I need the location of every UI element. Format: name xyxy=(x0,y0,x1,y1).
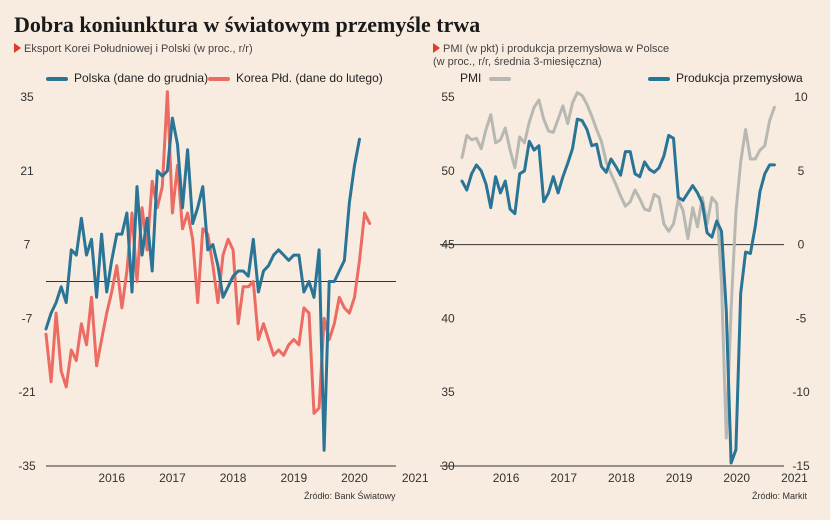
chart2-ytick-left-label: 40 xyxy=(441,311,455,325)
legend-swatch-polska xyxy=(46,76,68,81)
red-triangle-icon xyxy=(14,43,21,53)
chart1-subtitle-text: Eksport Korei Południowej i Polski (w pr… xyxy=(24,43,253,55)
legend-label-produkcja: Produkcja przemysłowa xyxy=(676,71,803,85)
legend-label-pmi: PMI xyxy=(460,71,482,85)
legend-swatch-korea xyxy=(208,76,230,81)
chart2-series-line-produkcja xyxy=(460,117,776,465)
chart2-xtick-label: 2018 xyxy=(608,471,635,485)
chart2-subtitle: PMI (w pkt) i produkcja przemysłowa w Po… xyxy=(433,43,669,69)
chart2-ytick-right-label: 0 xyxy=(798,238,805,252)
legend-item-korea: Korea Płd. (dane do lutego) xyxy=(208,71,383,85)
chart2-subtitle-text-2: (w proc., r/r, średnia 3-miesięczna) xyxy=(433,56,602,68)
chart1-subtitle: Eksport Korei Południowej i Polski (w pr… xyxy=(14,43,253,56)
chart1-xtick-label: 2017 xyxy=(159,471,186,485)
chart1-series-line-polska xyxy=(44,116,361,452)
chart1-ytick-label: 7 xyxy=(24,238,31,252)
legend-label-korea: Korea Płd. (dane do lutego) xyxy=(236,71,383,85)
chart1-ytick-label: -7 xyxy=(22,311,33,325)
chart2-ytick-left-label: 55 xyxy=(441,90,455,104)
chart2-xtick-label: 2019 xyxy=(666,471,693,485)
legend-item-polska: Polska (dane do grudnia) xyxy=(46,71,208,85)
legend-swatch-produkcja xyxy=(648,76,670,81)
chart1-xtick-label: 2016 xyxy=(98,471,125,485)
chart1-ytick-label: 35 xyxy=(20,90,34,104)
chart2-series-line-pmi xyxy=(460,91,776,440)
legend-swatch-pmi xyxy=(489,76,512,81)
chart1-ytick-label: -21 xyxy=(18,385,36,399)
chart1-ytick-label: 21 xyxy=(20,164,34,178)
chart2-ytick-right-label: -10 xyxy=(792,385,810,399)
chart1-xtick-label: 2019 xyxy=(280,471,307,485)
chart2-ytick-left-label: 35 xyxy=(441,385,455,399)
chart2-xtick-label: 2020 xyxy=(723,471,750,485)
chart1-xtick-label: 2018 xyxy=(220,471,247,485)
chart2-ytick-right-label: -5 xyxy=(796,311,807,325)
chart2-ytick-right-label: 5 xyxy=(798,164,805,178)
red-triangle-icon xyxy=(433,43,440,53)
chart2-subtitle-text-1: PMI (w pkt) i produkcja przemysłowa w Po… xyxy=(443,43,670,55)
chart2-ytick-right-label: 10 xyxy=(794,90,808,104)
chart2-subtitle-line-1: PMI (w pkt) i produkcja przemysłowa w Po… xyxy=(433,43,669,56)
chart1-ytick-label: -35 xyxy=(18,459,36,473)
chart2-xtick-label: 2021 xyxy=(781,471,808,485)
chart2-subtitle-line-2: (w proc., r/r, średnia 3-miesięczna) xyxy=(433,56,669,69)
chart2-ytick-right-label: -15 xyxy=(792,459,810,473)
legend-label-polska: Polska (dane do grudnia) xyxy=(74,71,209,85)
chart2-xtick-label: 2016 xyxy=(493,471,520,485)
page-title: Dobra koniunktura w światowym przemyśle … xyxy=(14,12,481,37)
chart2-source: Źródło: Markit xyxy=(752,491,808,501)
chart1-xtick-label: 2021 xyxy=(402,471,429,485)
legend-item-produkcja: Produkcja przemysłowa xyxy=(648,71,803,85)
chart2-ytick-left-label: 50 xyxy=(441,164,455,178)
chart1-xtick-label: 2020 xyxy=(341,471,368,485)
legend-item-pmi: PMI xyxy=(460,71,512,85)
chart1-source: Źródło: Bank Światowy xyxy=(304,491,396,501)
chart2-xtick-label: 2017 xyxy=(550,471,577,485)
